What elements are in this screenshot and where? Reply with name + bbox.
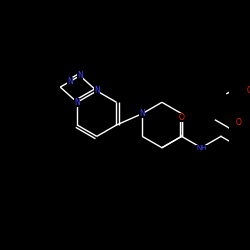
Text: N: N	[67, 77, 73, 86]
Text: O: O	[246, 86, 250, 95]
Text: O: O	[235, 118, 241, 128]
Text: N: N	[74, 98, 80, 107]
Text: N: N	[94, 86, 100, 96]
Text: N: N	[140, 109, 145, 118]
Text: NH: NH	[196, 145, 206, 151]
Text: N: N	[77, 71, 83, 80]
Text: O: O	[179, 112, 184, 122]
